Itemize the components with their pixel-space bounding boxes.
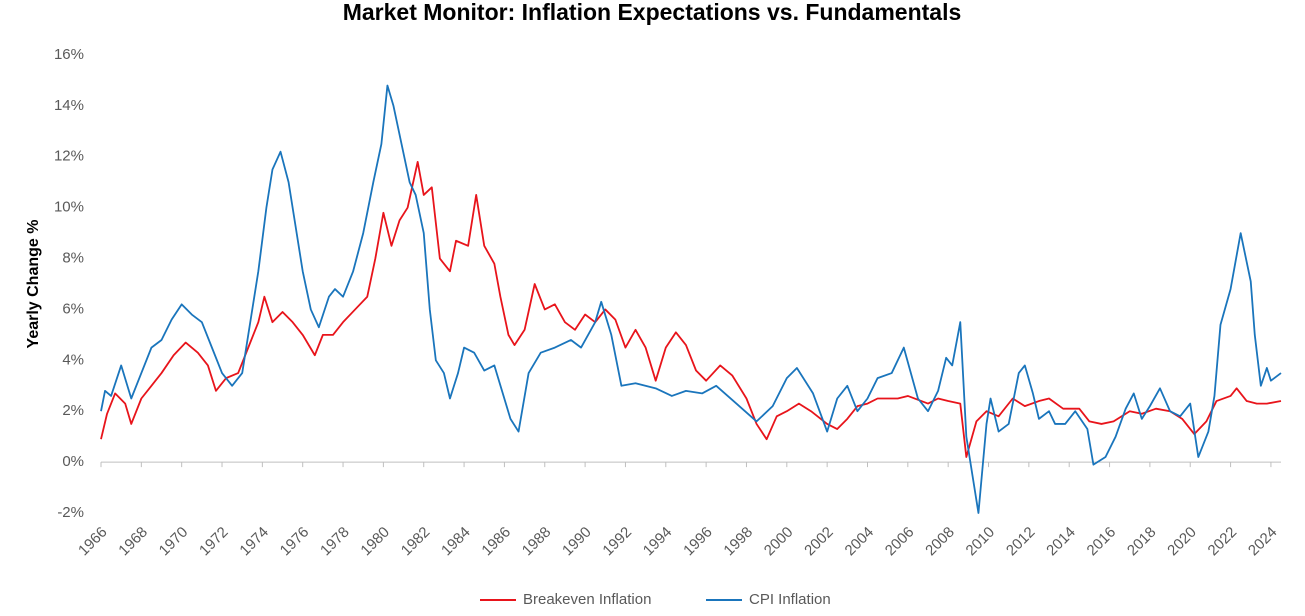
y-tick-label: 14% [54, 97, 84, 114]
x-tick-label: 2022 [1205, 524, 1241, 560]
y-tick-label: 6% [62, 300, 84, 317]
x-tick-label: 2020 [1164, 524, 1200, 560]
y-tick-label: 16% [54, 46, 84, 63]
x-tick-label: 1996 [680, 524, 716, 560]
x-tick-label: 2014 [1043, 524, 1079, 560]
x-tick-label: 1992 [599, 524, 635, 560]
x-tick-label: 1986 [478, 524, 514, 560]
y-tick-label: 0% [62, 453, 84, 470]
y-tick-label: 2% [62, 402, 84, 419]
y-tick-label: 4% [62, 351, 84, 368]
series-line [100, 160, 1282, 458]
y-tick-label: 8% [62, 250, 84, 267]
x-tick-label: 2006 [882, 524, 918, 560]
x-tick-label: 1976 [277, 524, 313, 560]
x-tick-label: 1966 [75, 524, 111, 560]
y-axis-label: Yearly Change % [25, 220, 42, 349]
x-tick-label: 1974 [236, 524, 272, 560]
x-tick-label: 1982 [398, 524, 434, 560]
x-tick-label: 2010 [963, 524, 999, 560]
x-tick-label: 2002 [801, 524, 837, 560]
x-tick-label: 1970 [156, 524, 192, 560]
x-tick-label: 2008 [922, 524, 958, 560]
x-tick-label: 2016 [1084, 524, 1120, 560]
x-tick-label: 1978 [317, 524, 353, 560]
x-tick-label: 2012 [1003, 524, 1039, 560]
x-tick-label: 1968 [115, 524, 151, 560]
legend-label: CPI Inflation [749, 591, 831, 608]
x-tick-label: 2004 [842, 524, 878, 560]
x-tick-label: 1990 [559, 524, 595, 560]
x-tick-label: 2018 [1124, 524, 1160, 560]
x-tick-label: 2024 [1245, 524, 1281, 560]
y-tick-label: 12% [54, 148, 84, 165]
legend-label: Breakeven Inflation [523, 591, 651, 608]
x-tick-label: 2000 [761, 524, 797, 560]
x-tick-label: 1994 [640, 524, 676, 560]
x-tick-label: 1984 [438, 524, 474, 560]
x-tick-label: 1972 [196, 524, 232, 560]
x-tick-label: 1988 [519, 524, 555, 560]
x-tick-label: 1980 [357, 524, 393, 560]
y-tick-label: 10% [54, 199, 84, 216]
x-tick-label: 1998 [720, 524, 756, 560]
y-tick-label: -2% [57, 504, 84, 521]
chart-title: Market Monitor: Inflation Expectations v… [343, 0, 962, 25]
series-line [100, 84, 1282, 514]
